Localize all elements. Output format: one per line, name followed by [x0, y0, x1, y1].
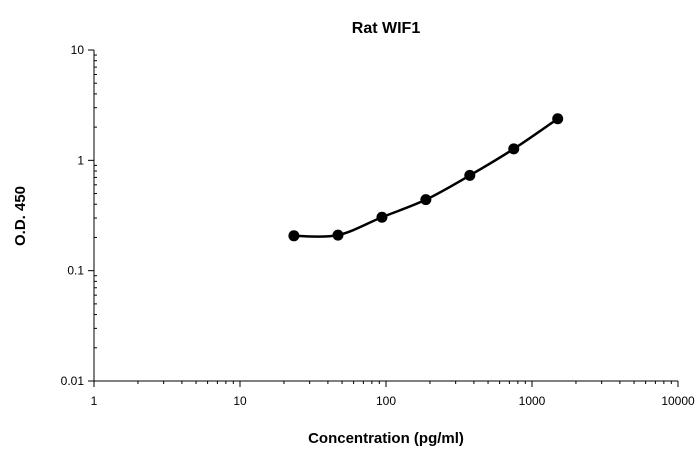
data-point — [288, 230, 300, 242]
series-line — [293, 117, 559, 238]
x-tick-label: 10 — [233, 394, 247, 408]
chart-title: Rat WIF1 — [352, 20, 421, 37]
data-point — [508, 143, 520, 155]
data-points — [288, 113, 564, 242]
data-point — [464, 169, 476, 181]
x-tick-label: 1 — [91, 394, 98, 408]
y-tick-label: 0.1 — [67, 264, 84, 278]
y-tick-label: 10 — [71, 43, 85, 57]
y-tick-labels: 0.01 0.1 1 10 — [61, 43, 85, 388]
x-axis-label: Concentration (pg/ml) — [308, 430, 464, 447]
y-ticks — [88, 49, 97, 382]
x-tick-label: 10000 — [661, 394, 695, 408]
data-point — [376, 211, 388, 223]
x-tick-label: 100 — [376, 394, 396, 408]
data-point — [420, 194, 432, 206]
y-tick-label: 0.01 — [61, 374, 85, 388]
x-tick-label: 1000 — [519, 394, 546, 408]
data-point — [552, 113, 564, 125]
data-point — [332, 229, 344, 241]
y-axis-label: O.D. 450 — [12, 186, 29, 246]
x-tick-labels: 1 10 100 1000 10000 — [91, 394, 695, 408]
x-ticks — [93, 381, 679, 387]
y-tick-label: 1 — [77, 153, 84, 167]
